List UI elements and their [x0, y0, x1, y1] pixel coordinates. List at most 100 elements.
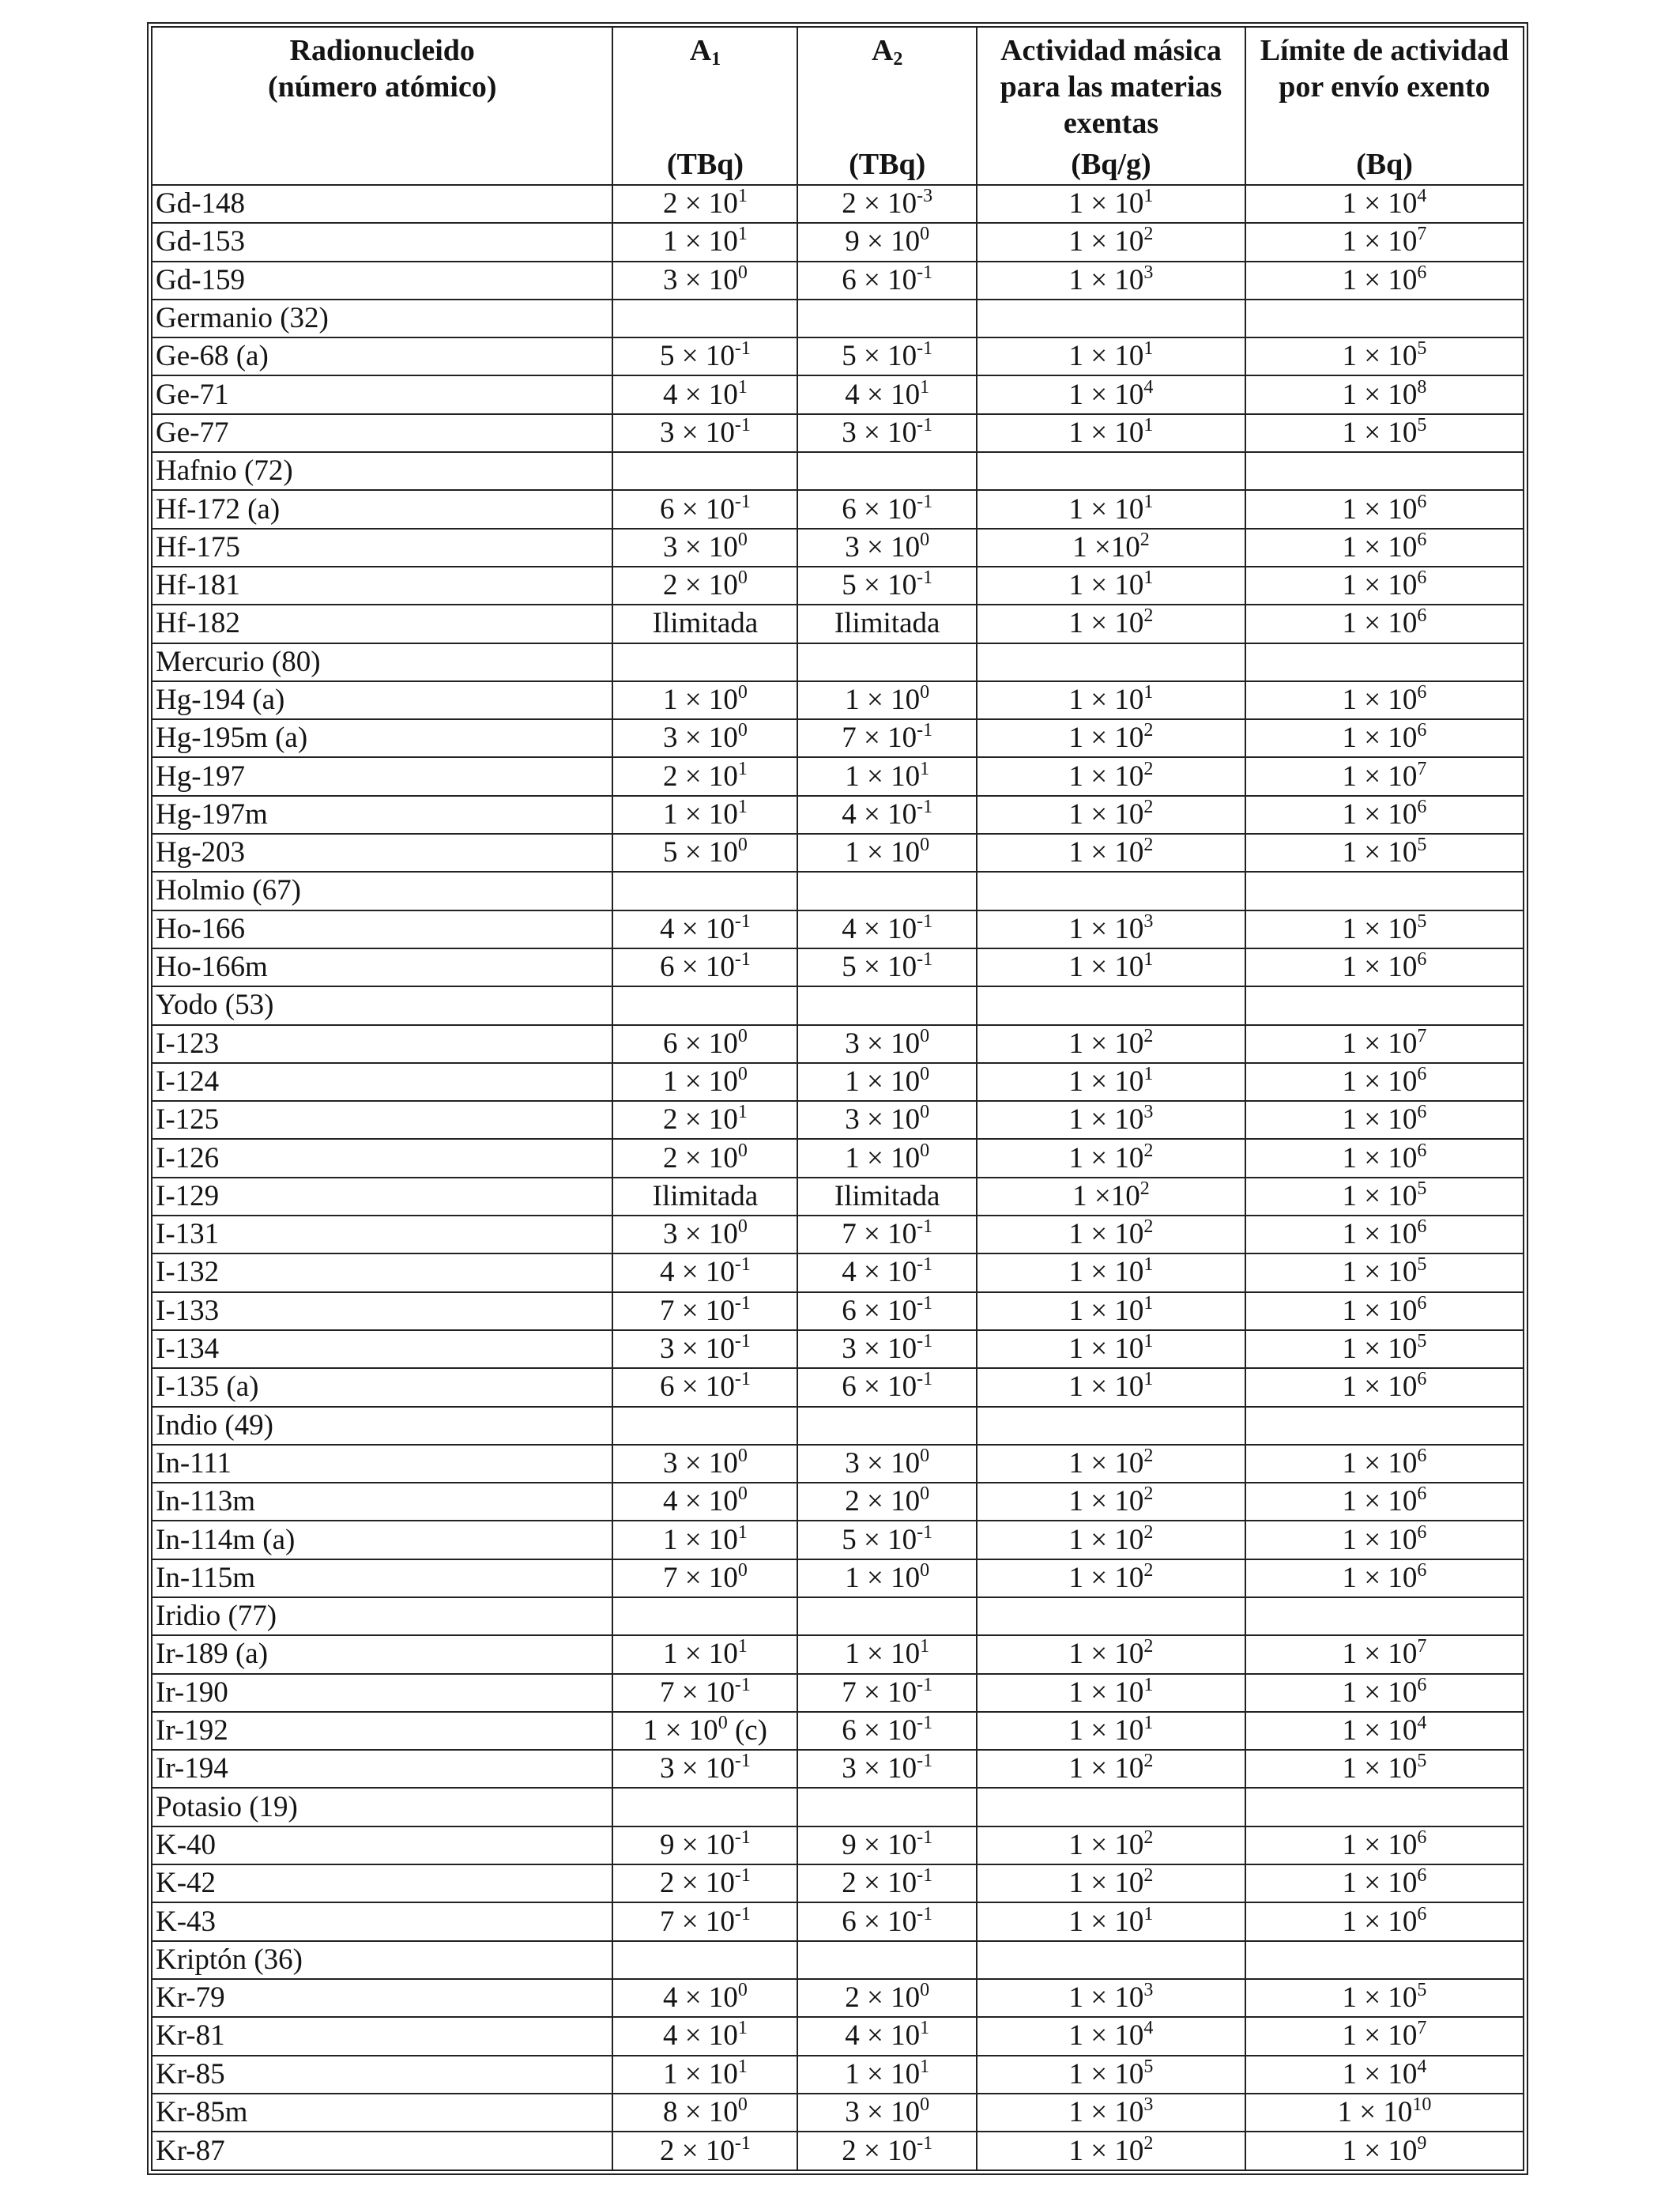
table-row: I-135 (a) 6 × 10-1 6 × 10-1 1 × 101 1 × 106: [150, 1367, 1525, 1408]
element-group-name: Mercurio (80): [150, 642, 614, 682]
table-row: Hg-197 2 × 101 1 × 101 1 × 102 1 × 107: [150, 756, 1525, 797]
a2-cell: 7 × 10-1: [797, 718, 977, 759]
radionuclide-name: K-42: [150, 1864, 614, 1904]
a2-exponent: -1: [917, 796, 933, 817]
element-group-row: Yodo (53): [150, 986, 1525, 1026]
mass-activity-cell: 1 × 101: [976, 1061, 1246, 1103]
element-group-row: Potasio (19): [150, 1787, 1525, 1827]
a1-cell: 2 × 100: [612, 565, 799, 606]
radionuclide-name: Kr-79: [150, 1977, 614, 2019]
a1-exponent: 0: [737, 1980, 748, 2001]
empty-cell: [797, 1405, 977, 1446]
mass-activity-mantissa: 1 × 10: [1068, 340, 1144, 373]
empty-cell: [1244, 1940, 1525, 1980]
a1-exponent: 1: [737, 758, 748, 779]
a1-cell: 2 × 100: [612, 1138, 799, 1178]
empty-cell: [976, 1405, 1246, 1446]
consignment-limit-exponent: 7: [1417, 224, 1427, 245]
radionuclide-name: K-40: [150, 1825, 614, 1866]
consignment-limit-mantissa: 1 × 10: [1342, 187, 1418, 221]
mass-activity-exponent: 1: [1143, 491, 1154, 512]
radionuclide-name: Ge-68 (a): [150, 337, 614, 377]
empty-cell: [797, 298, 977, 339]
mass-activity-mantissa: 1 × 10: [1068, 1561, 1144, 1594]
mass-activity-cell: 1 × 103: [976, 909, 1246, 949]
mass-activity-cell: 1 × 102: [976, 1520, 1246, 1560]
empty-cell: [976, 298, 1246, 339]
mass-activity-exponent: 2: [1143, 720, 1154, 741]
a2-exponent: -1: [917, 949, 933, 971]
a1-mantissa: 4 × 10: [662, 378, 738, 411]
a1-exponent: -1: [734, 1369, 751, 1390]
consignment-limit-mantissa: 1 × 10: [1342, 760, 1418, 793]
empty-cell: [612, 451, 799, 492]
a2-mantissa: 2 × 10: [845, 1981, 921, 2015]
a1-exponent: 0: [737, 720, 748, 741]
a1-exponent: 0: [737, 835, 748, 856]
table-row: Gd-153 1 × 101 9 × 100 1 × 102 1 × 107: [150, 222, 1525, 262]
empty-cell: [797, 1596, 977, 1637]
mass-activity-exponent: 2: [1143, 1445, 1154, 1466]
consignment-limit-mantissa: 1 × 10: [1342, 1141, 1418, 1174]
consignment-limit-mantissa: 1 × 10: [1342, 797, 1418, 831]
a1-cell: 3 × 10-1: [612, 1749, 799, 1789]
radionuclide-name: I-129: [150, 1176, 614, 1217]
a2-cell: 1 × 100: [797, 680, 977, 721]
a1-exponent: -1: [734, 910, 751, 932]
a1-cell: 1 × 101: [612, 2054, 799, 2094]
radionuclide-name: Hf-172 (a): [150, 489, 614, 530]
table-row: In-113m 4 × 100 2 × 100 1 × 102 1 × 106: [150, 1482, 1525, 1522]
a1-cell: 6 × 10-1: [612, 1367, 799, 1408]
a1-cell: 4 × 10-1: [612, 909, 799, 949]
mass-activity-exponent: 1: [1143, 1713, 1154, 1734]
consignment-limit-cell: 1 × 106: [1244, 1520, 1525, 1560]
empty-cell: [797, 1787, 977, 1827]
table-row: I-131 3 × 100 7 × 10-1 1 × 102 1 × 106: [150, 1215, 1525, 1255]
a1-mantissa: 4 × 10: [662, 2019, 738, 2053]
mass-activity-cell: 1 × 104: [976, 375, 1246, 415]
a1-mantissa: 3 × 10: [662, 1446, 738, 1480]
consignment-limit-mantissa: 1 × 10: [1342, 607, 1418, 640]
consignment-limit-exponent: 6: [1417, 1369, 1427, 1390]
consignment-limit-mantissa: 1 × 10: [1342, 1103, 1418, 1137]
consignment-limit-mantissa: 1 × 10: [1342, 1523, 1418, 1556]
consignment-limit-cell: 1 × 106: [1244, 604, 1525, 644]
consignment-limit-mantissa: 1 × 10: [1342, 416, 1418, 449]
table-row: Hg-203 5 × 100 1 × 100 1 × 102 1 × 105: [150, 833, 1525, 873]
table-body: Gd-148 2 × 101 2 × 10-3 1 × 101 1 × 104 Gd-15…: [150, 183, 1525, 2171]
mass-activity-cell: 1 × 103: [976, 1100, 1246, 1140]
mass-activity-cell: 1 × 101: [976, 1367, 1246, 1408]
a1-mantissa: 7 × 10: [662, 1561, 738, 1594]
a1-mantissa: 3 × 10: [662, 722, 738, 755]
mass-activity-mantissa: 1 ×10: [1072, 1179, 1140, 1212]
a2-exponent: -1: [917, 414, 933, 435]
a1-mantissa: 2 × 10: [662, 1141, 738, 1174]
mass-activity-cell: 1 × 102: [976, 833, 1246, 873]
consignment-limit-exponent: 8: [1417, 376, 1427, 398]
a2-exponent: -1: [917, 1903, 933, 1924]
a2-mantissa: 1 × 10: [845, 1065, 921, 1098]
a2-cell: 3 × 10-1: [797, 1329, 977, 1370]
a2-mantissa: 5 × 10: [842, 1523, 917, 1556]
header-consignment-limit-line: Límite de actividad: [1260, 34, 1509, 67]
table-row: In-114m (a) 1 × 101 5 × 10-1 1 × 102 1 × 106: [150, 1520, 1525, 1560]
a1-cell: 7 × 10-1: [612, 1291, 799, 1331]
mass-activity-exponent: 3: [1143, 910, 1154, 932]
a1-cell: 5 × 100: [612, 833, 799, 873]
a2-cell: 9 × 100: [797, 222, 977, 262]
mass-activity-mantissa: 1 × 10: [1068, 1333, 1144, 1366]
a1-mantissa: 3 × 10: [662, 1218, 738, 1251]
consignment-limit-cell: 1 × 109: [1244, 2131, 1525, 2171]
a1-exponent: 1: [737, 2056, 748, 2077]
table-row: Kr-87 2 × 10-1 2 × 10-1 1 × 102 1 × 109: [150, 2131, 1525, 2171]
consignment-limit-mantissa: 1 × 10: [1342, 1485, 1418, 1518]
consignment-limit-cell: 1 × 106: [1244, 1902, 1525, 1942]
header-radionuclide-line: Radionucleido: [289, 34, 475, 67]
mass-activity-cell: 1 × 101: [976, 1329, 1246, 1370]
radionuclide-name: In-111: [150, 1443, 614, 1484]
a2-exponent: -1: [917, 1826, 933, 1848]
mass-activity-cell: 1 ×102: [976, 1176, 1246, 1217]
table-row: Ho-166 4 × 10-1 4 × 10-1 1 × 103 1 × 105: [150, 909, 1525, 949]
a1-exponent: 0: [737, 529, 748, 550]
element-group-row: Hafnio (72): [150, 451, 1525, 492]
